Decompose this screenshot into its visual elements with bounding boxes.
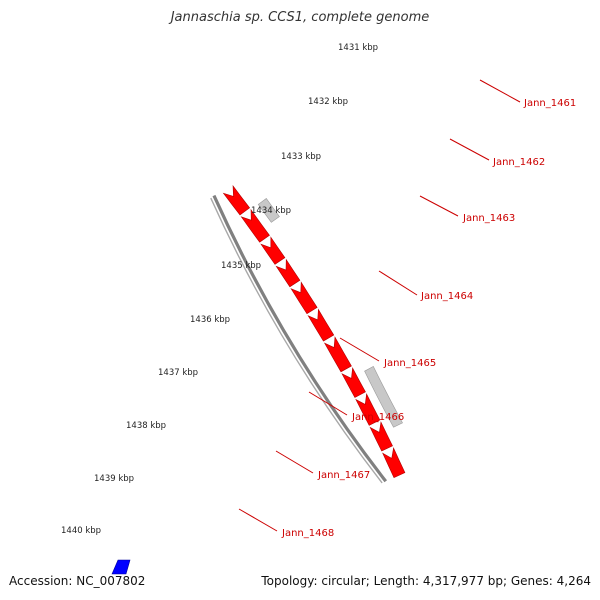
- gene-label: Jann_1464: [420, 291, 473, 302]
- forward-gene: [341, 367, 366, 398]
- feature-track: [111, 184, 406, 575]
- kbp-label: 1440 kbp: [61, 526, 101, 536]
- forward-gene: [323, 336, 352, 373]
- kbp-labels: 1431 kbp 1432 kbp 1433 kbp 1434 kbp 1435 kbp…: [61, 43, 378, 536]
- accession-text: Accession: NC_007802: [9, 574, 146, 588]
- kbp-label: 1431 kbp: [338, 43, 378, 53]
- label-leader-line: [308, 391, 348, 416]
- genome-backbone: [210, 194, 388, 484]
- kbp-label: 1437 kbp: [158, 368, 198, 378]
- kbp-label: 1434 kbp: [251, 206, 291, 216]
- forward-gene: [260, 236, 286, 265]
- forward-gene: [382, 447, 406, 478]
- forward-gene: [275, 258, 301, 288]
- forward-gene: [222, 184, 251, 216]
- kbp-label: 1436 kbp: [190, 315, 230, 325]
- kbp-label: 1435 kbp: [221, 261, 261, 271]
- forward-gene: [307, 308, 335, 342]
- label-leaders: Jann_1461 Jann_1462 Jann_1463 Jann_1464 Jann…: [238, 79, 576, 539]
- backbone-shadow: [210, 197, 383, 484]
- kbp-label: 1433 kbp: [281, 152, 321, 162]
- label-leader-line: [339, 337, 380, 362]
- label-leader-line: [419, 195, 459, 217]
- kbp-label: 1432 kbp: [308, 97, 348, 107]
- label-leader-line: [275, 450, 314, 474]
- gene-label: Jann_1467: [317, 470, 370, 481]
- gene-label: Jann_1465: [383, 358, 436, 369]
- backbone-line: [212, 194, 388, 483]
- other-feature: [111, 559, 131, 575]
- label-leader-line: [479, 79, 521, 103]
- forward-gene: [355, 393, 381, 426]
- gene-label: Jann_1466: [351, 412, 404, 423]
- gene-label: Jann_1461: [523, 98, 576, 109]
- label-leader-line: [238, 508, 278, 532]
- kbp-label: 1439 kbp: [94, 474, 134, 484]
- forward-gene: [369, 421, 393, 452]
- genome-title: Jannaschia sp. CCS1, complete genome: [170, 10, 430, 25]
- label-leader-line: [449, 138, 490, 161]
- label-leader-line: [378, 270, 418, 296]
- gene-label: Jann_1468: [281, 528, 334, 539]
- gene-label: Jann_1463: [462, 213, 515, 224]
- kbp-label: 1438 kbp: [126, 421, 166, 431]
- pseudogene: [364, 365, 403, 428]
- topology-summary: Topology: circular; Length: 4,317,977 bp…: [261, 574, 591, 588]
- gene-label: Jann_1462: [492, 157, 545, 168]
- pseudogene: [257, 198, 280, 223]
- forward-gene: [290, 281, 318, 315]
- forward-gene: [240, 208, 270, 243]
